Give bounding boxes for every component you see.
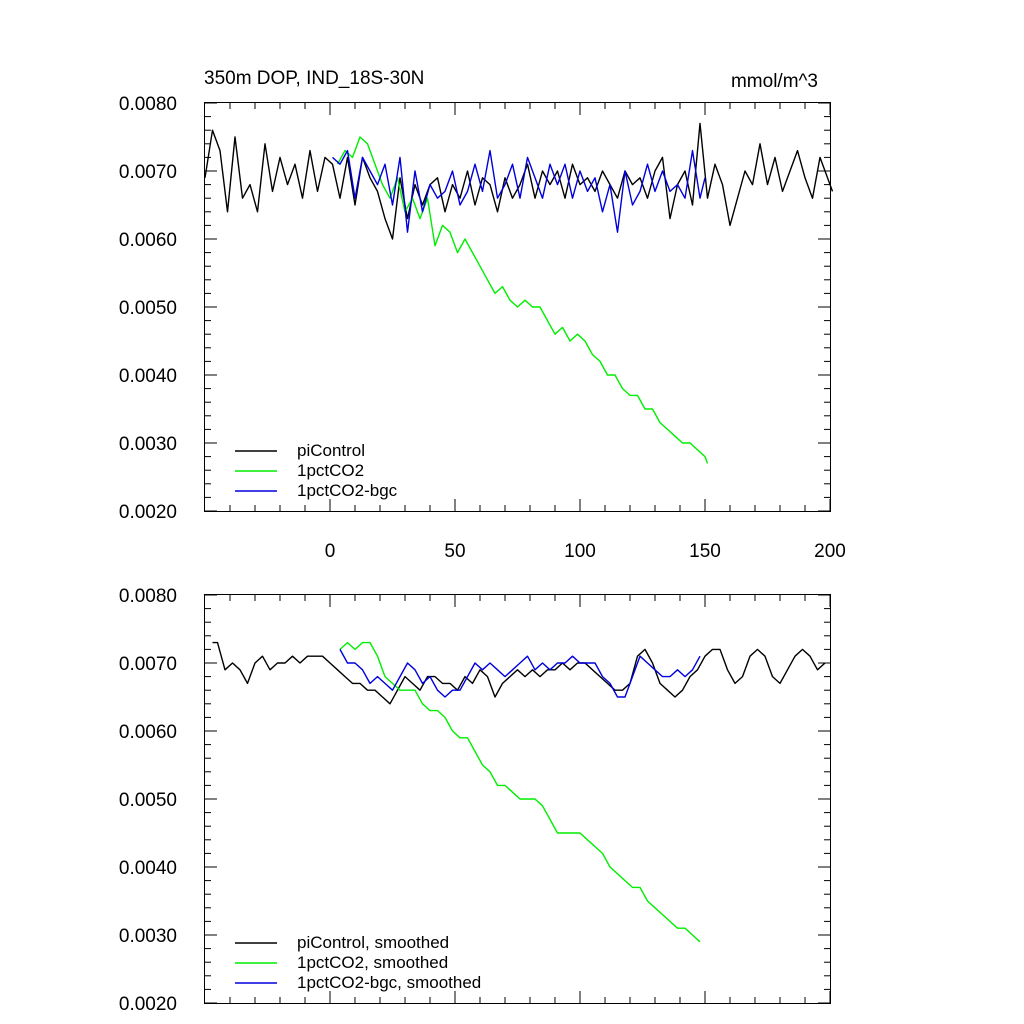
y-tick-labels: 0.0080 0.0070 0.0060 0.0050 0.0040 0.0030 0.00… <box>119 586 177 1015</box>
y-tick-label: 0.0020 <box>119 994 177 1015</box>
y-tick-label: 0.0040 <box>119 858 177 879</box>
x-tick-label: 100 <box>564 541 596 562</box>
panel-bottom: 0.0080 0.0070 0.0060 0.0050 0.0040 0.0030 0.00… <box>119 586 831 1015</box>
series-lines <box>212 641 826 943</box>
series-line <box>336 136 709 464</box>
series-line <box>204 122 834 240</box>
x-tick-label: 50 <box>444 541 465 562</box>
y-tick-label: 0.0040 <box>119 366 177 387</box>
y-tick-label: 0.0060 <box>119 230 177 251</box>
legend-label: 1pctCO2 <box>297 461 364 480</box>
y-tick-label: 0.0080 <box>119 94 177 115</box>
legend-label: 1pctCO2, smoothed <box>297 953 448 972</box>
series-lines <box>204 122 834 464</box>
series-line <box>332 149 706 233</box>
chart-units: mmol/m^3 <box>731 71 818 92</box>
series-line <box>339 641 701 943</box>
x-tick-label: 150 <box>689 541 721 562</box>
legend-label: piControl <box>297 441 365 460</box>
y-tick-labels: 0.0080 0.0070 0.0060 0.0050 0.0040 0.0030 0.00… <box>119 94 177 523</box>
y-tick-label: 0.0030 <box>119 926 177 947</box>
y-tick-label: 0.0060 <box>119 722 177 743</box>
x-tick-label: 200 <box>814 541 846 562</box>
tick-marks <box>205 594 831 1004</box>
y-tick-label: 0.0030 <box>119 434 177 455</box>
plot-frame <box>204 594 831 1004</box>
panel-top: 350m DOP, IND_18S-30N mmol/m^3 0.00800.0… <box>119 68 846 562</box>
legend-label: 1pctCO2-bgc, smoothed <box>297 973 481 992</box>
legend-label: 1pctCO2-bgc <box>297 481 398 500</box>
y-tick-label: 0.0070 <box>119 162 177 183</box>
series-line <box>212 641 826 705</box>
y-tick-label: 0.0050 <box>119 298 177 319</box>
tick-marks <box>205 102 831 512</box>
y-tick-label: 0.0070 <box>119 654 177 675</box>
legend-label: piControl, smoothed <box>297 933 449 952</box>
y-tick-label: 0.0050 <box>119 790 177 811</box>
chart-title: 350m DOP, IND_18S-30N <box>204 68 424 89</box>
plot-frame <box>204 102 831 512</box>
x-tick-label: 0 <box>325 541 336 562</box>
x-tick-labels: 0 50 100 150 200 <box>325 541 846 562</box>
y-tick-label: 0.0020 <box>119 502 177 523</box>
series-line <box>339 649 701 698</box>
y-tick-label: 0.0080 <box>119 586 177 607</box>
